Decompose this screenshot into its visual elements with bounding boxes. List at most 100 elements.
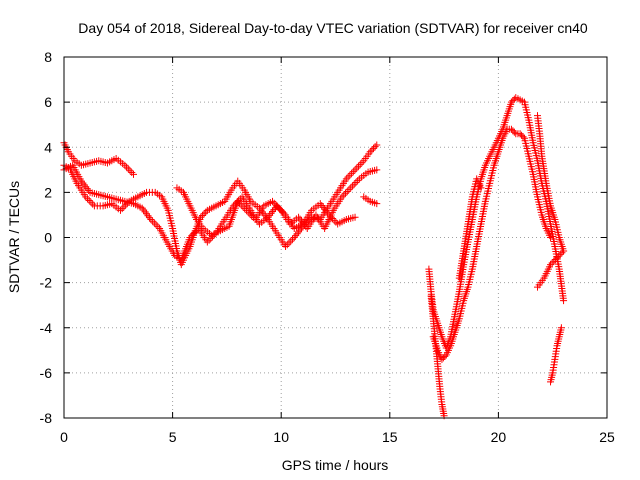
data-point — [147, 215, 155, 223]
data-point — [349, 168, 357, 176]
data-point — [128, 169, 136, 177]
data-point — [118, 205, 126, 213]
data-point — [124, 165, 132, 173]
y-tick-label: 2 — [44, 184, 52, 200]
data-point — [366, 148, 374, 156]
data-point — [342, 175, 350, 183]
data-point — [557, 324, 565, 332]
data-point — [274, 203, 282, 211]
data-point — [150, 219, 158, 227]
x-axis-ticks: 0 5 10 15 20 25 — [60, 57, 615, 445]
data-point — [152, 221, 160, 229]
data-point — [244, 208, 252, 216]
data-point — [270, 199, 278, 207]
data-point — [351, 166, 359, 174]
data-point — [207, 234, 215, 242]
series-track-10 — [533, 112, 568, 255]
data-point — [282, 243, 290, 251]
data-point — [123, 163, 131, 171]
data-point — [509, 127, 517, 135]
data-point — [368, 146, 376, 154]
data-point — [191, 228, 199, 236]
series-track-6 — [425, 94, 568, 352]
data-point — [354, 177, 362, 185]
data-point — [235, 199, 243, 207]
data-point — [234, 197, 242, 205]
data-point — [285, 239, 293, 247]
data-point — [288, 235, 296, 243]
series-track-11 — [533, 247, 568, 291]
data-point — [200, 210, 208, 218]
data-point — [237, 201, 245, 209]
chart-title: Day 054 of 2018, Sidereal Day-to-day VTE… — [78, 20, 588, 36]
data-point — [510, 128, 518, 136]
data-point — [344, 173, 352, 181]
data-point — [242, 206, 250, 214]
data-point — [373, 200, 381, 208]
data-point — [82, 193, 90, 201]
y-tick-label: 0 — [44, 230, 52, 246]
data-point — [548, 259, 556, 267]
data-point — [341, 189, 349, 197]
data-point — [186, 234, 194, 241]
data-point — [477, 184, 485, 192]
data-point — [120, 203, 128, 211]
data-point — [441, 352, 449, 360]
data-point — [371, 143, 379, 151]
data-series — [60, 94, 568, 420]
data-point — [555, 252, 563, 260]
y-tick-label: -4 — [40, 320, 53, 336]
data-point — [205, 236, 213, 244]
data-point — [556, 250, 564, 258]
data-point — [547, 234, 555, 241]
data-point — [85, 196, 93, 204]
data-point — [507, 125, 515, 133]
data-point — [509, 97, 517, 105]
data-point — [87, 198, 95, 206]
data-point — [343, 187, 351, 195]
data-point — [519, 133, 527, 141]
data-point — [350, 180, 358, 188]
data-point — [547, 261, 555, 269]
data-point — [198, 212, 206, 220]
data-point — [202, 208, 210, 216]
data-point — [345, 186, 353, 194]
y-tick-label: 8 — [44, 49, 52, 65]
data-point — [438, 355, 446, 363]
data-point — [356, 160, 364, 168]
data-point — [269, 197, 277, 205]
data-point — [348, 182, 356, 190]
data-point — [246, 210, 254, 218]
data-point — [130, 170, 138, 178]
series-track-9 — [455, 175, 485, 282]
data-point — [370, 144, 378, 152]
data-point — [248, 212, 256, 220]
data-point — [439, 354, 447, 362]
x-tick-label: 25 — [599, 429, 615, 445]
data-point — [516, 130, 524, 138]
x-axis-label: GPS time / hours — [282, 457, 389, 473]
data-point — [332, 218, 340, 226]
x-tick-label: 20 — [491, 429, 507, 445]
data-point — [550, 257, 558, 265]
data-point — [287, 237, 295, 245]
data-point — [347, 184, 355, 192]
data-point — [126, 167, 134, 175]
data-point — [560, 297, 568, 305]
data-point — [373, 166, 381, 174]
series-track-8 — [429, 125, 555, 363]
x-tick-label: 5 — [169, 429, 177, 445]
grid — [64, 57, 607, 418]
data-point — [154, 223, 162, 231]
data-point — [272, 201, 280, 209]
data-point — [203, 238, 211, 246]
data-point — [353, 164, 361, 172]
data-point — [507, 98, 515, 106]
data-point — [239, 203, 247, 211]
data-point — [338, 193, 346, 201]
data-point — [89, 200, 97, 208]
y-tick-label: 4 — [44, 139, 52, 155]
data-point — [189, 230, 197, 238]
y-axis-ticks: -8 -6 -4 -2 0 2 4 6 8 — [40, 49, 607, 426]
